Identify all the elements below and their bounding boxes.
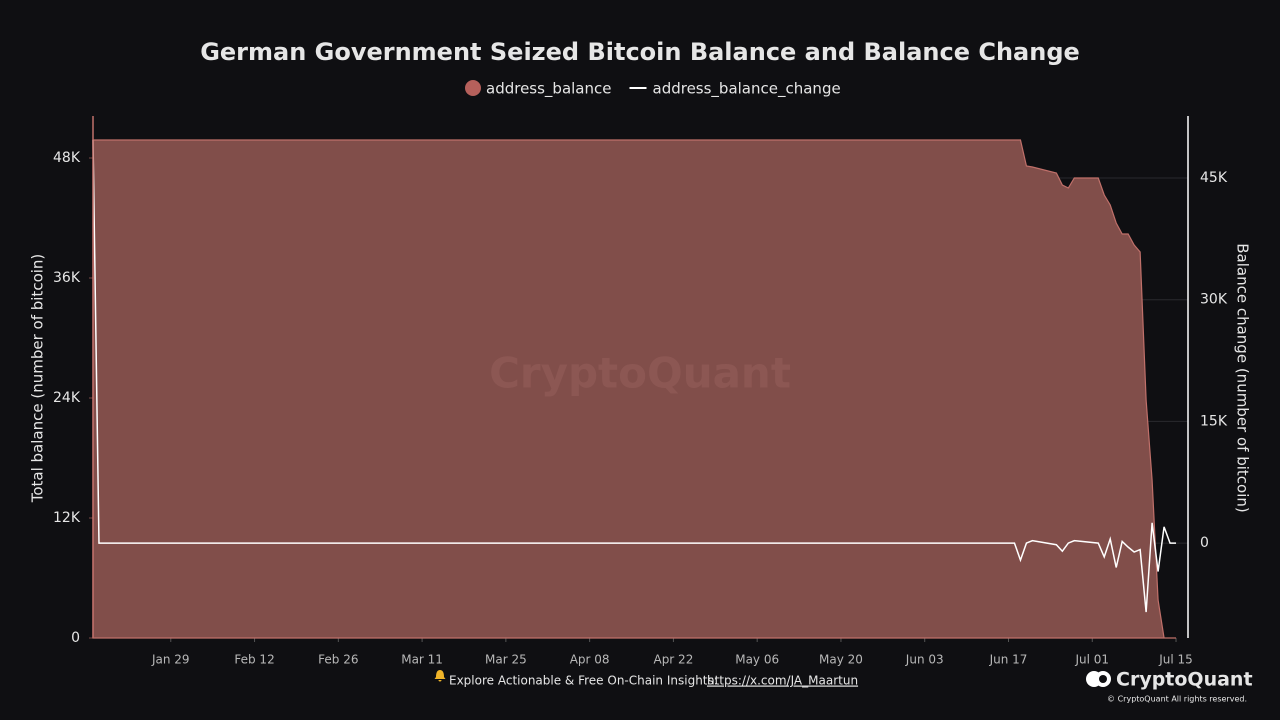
y-tick-label: 48K [53, 150, 81, 166]
y-tick-label: 24K [53, 390, 81, 406]
copyright: © CryptoQuant All rights reserved. [1107, 695, 1247, 704]
plot-area: 0 15K 30K 45K 0 12K 24K 36K 48K Jan 29 Feb 12 Feb 2… [53, 116, 1228, 667]
footer-text: Explore Actionable & Free On-Chain Insig… [449, 674, 718, 688]
x-tick-label: Apr 22 [653, 653, 693, 667]
x-tick-label: May 20 [819, 653, 863, 667]
y-tick-label: 0 [71, 630, 80, 646]
y-tick-label: 12K [53, 510, 81, 526]
x-tick-label: Jun 03 [905, 653, 944, 667]
bell-icon [434, 670, 446, 682]
x-tick-label: Jan 29 [151, 653, 190, 667]
x-tick-label: Mar 25 [485, 653, 527, 667]
balance-area [92, 139, 1177, 639]
y-tick-label: 36K [53, 270, 81, 286]
y2-tick-label: 0 [1200, 535, 1209, 551]
x-tick-label: Feb 26 [318, 653, 358, 667]
change-line [92, 139, 1177, 613]
x-tick-label: Apr 08 [570, 653, 610, 667]
watermark: CryptoQuant [489, 349, 791, 398]
x-tick-label: May 06 [735, 653, 779, 667]
x-tick-label: Feb 12 [234, 653, 274, 667]
x-tick-label: Jul 01 [1074, 653, 1109, 667]
y-axis-label: Total balance (number of bitcoin) [29, 254, 47, 504]
legend: address_balance address_balance_change [465, 80, 841, 99]
brand-name: CryptoQuant [1116, 669, 1253, 691]
x-tick-label: Mar 11 [401, 653, 443, 667]
y2-tick-label: 30K [1200, 292, 1228, 308]
footer-link[interactable]: https://x.com/JA_Maartun [707, 674, 858, 688]
legend-marker [465, 80, 481, 96]
y2-tick-label: 15K [1200, 413, 1228, 429]
chart-title: German Government Seized Bitcoin Balance… [200, 38, 1080, 66]
legend-label: address_balance [486, 80, 612, 99]
x-tick-label: Jun 17 [989, 653, 1028, 667]
brand-logo [1086, 671, 1111, 687]
legend-label: address_balance_change [653, 80, 841, 99]
x-tick-label: Jul 15 [1158, 653, 1193, 667]
y2-axis-label: Balance change (number of bitcoin) [1234, 243, 1252, 512]
y2-tick-label: 45K [1200, 170, 1228, 186]
